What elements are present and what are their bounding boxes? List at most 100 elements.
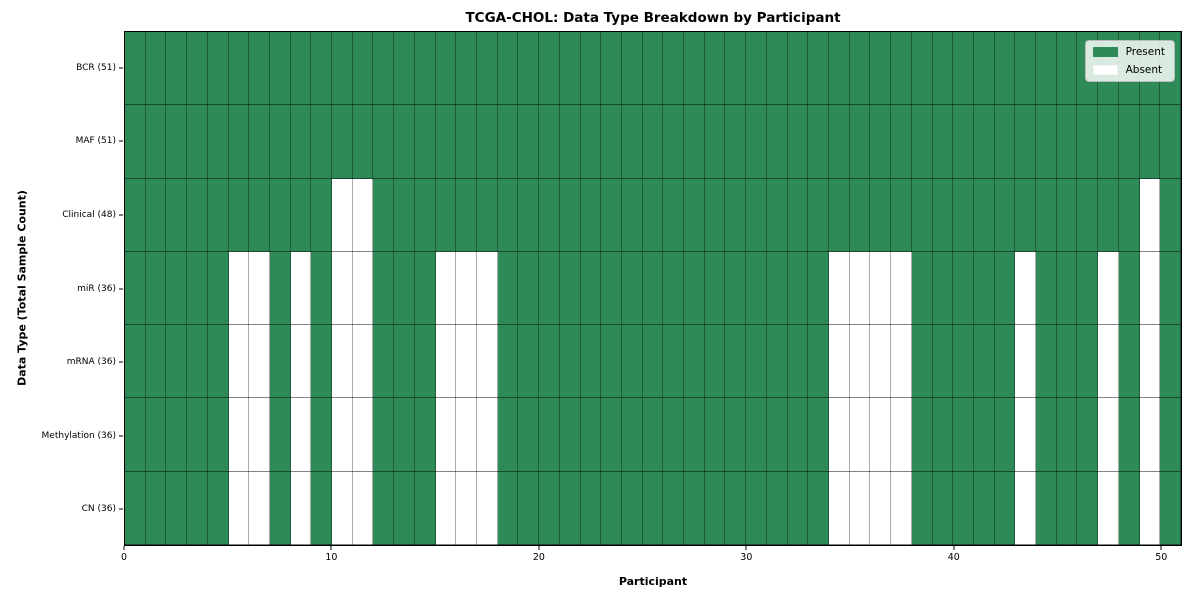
heatmap-cell	[704, 251, 726, 326]
heatmap-cell	[953, 105, 974, 179]
heatmap-cell	[849, 178, 871, 252]
heatmap-cell	[1098, 251, 1119, 326]
heatmap-cell	[539, 32, 560, 106]
y-tick-label: BCR (51)	[76, 62, 116, 73]
heatmap-cell	[187, 471, 208, 545]
heatmap-cell	[228, 398, 250, 472]
heatmap-cell	[145, 251, 167, 326]
heatmap-cell	[704, 178, 726, 252]
heatmap-cell	[1139, 251, 1161, 326]
heatmap-cell	[973, 325, 995, 399]
heatmap-cell	[1139, 325, 1161, 399]
heatmap-cell	[829, 471, 850, 545]
heatmap-cell	[849, 251, 871, 326]
heatmap-cell	[787, 471, 809, 545]
heatmap-cell	[394, 471, 415, 545]
heatmap-cell	[1036, 471, 1057, 545]
heatmap-cell	[332, 178, 353, 252]
heatmap-cell	[166, 398, 188, 472]
heatmap-cell	[953, 32, 974, 106]
heatmap-cell	[166, 178, 188, 252]
heatmap-cell	[456, 178, 477, 252]
heatmap-cell	[663, 325, 685, 399]
heatmap-cell	[559, 32, 581, 106]
heatmap-cell	[207, 178, 229, 252]
heatmap-cell	[311, 398, 333, 472]
heatmap-cell	[642, 471, 664, 545]
heatmap-cell	[1077, 471, 1099, 545]
heatmap-cell	[352, 32, 374, 106]
heatmap-cell	[870, 32, 892, 106]
heatmap-cell	[746, 471, 767, 545]
heatmap-cell	[829, 398, 850, 472]
heatmap-cell	[891, 398, 912, 472]
heatmap-cell	[187, 398, 208, 472]
heatmap-cell	[332, 325, 353, 399]
heatmap-cell	[187, 32, 208, 106]
heatmap-cell	[994, 325, 1016, 399]
heatmap-cell	[1036, 325, 1057, 399]
heatmap-cell	[518, 178, 540, 252]
heatmap-cell	[539, 105, 560, 179]
heatmap-cell	[125, 178, 146, 252]
heatmap-cell	[125, 251, 146, 326]
heatmap-cell	[621, 398, 643, 472]
heatmap-cell	[766, 398, 788, 472]
heatmap-cell	[994, 178, 1016, 252]
heatmap-cell	[539, 325, 560, 399]
heatmap-cell	[352, 178, 374, 252]
heatmap-cell	[829, 32, 850, 106]
heatmap-cell	[870, 178, 892, 252]
heatmap-cell	[249, 398, 270, 472]
heatmap-cell	[207, 471, 229, 545]
heatmap-cell	[1015, 325, 1037, 399]
heatmap-cell	[580, 325, 602, 399]
heatmap-cell	[125, 105, 146, 179]
heatmap-cell	[456, 105, 477, 179]
x-tick-mark	[1160, 546, 1162, 550]
heatmap-cell	[704, 398, 726, 472]
heatmap-cell	[394, 32, 415, 106]
heatmap-cell	[539, 471, 560, 545]
heatmap-cell	[911, 325, 933, 399]
heatmap-cell	[642, 325, 664, 399]
heatmap-cell	[518, 32, 540, 106]
heatmap-cell	[621, 251, 643, 326]
heatmap-cell	[249, 471, 270, 545]
heatmap-cell	[829, 251, 850, 326]
heatmap-cell	[228, 251, 250, 326]
heatmap-cell	[684, 325, 705, 399]
heatmap-cell	[891, 178, 912, 252]
heatmap-cell	[953, 398, 974, 472]
heatmap-cell	[994, 471, 1016, 545]
heatmap-cell	[1056, 32, 1078, 106]
x-tick-mark	[745, 546, 747, 550]
heatmap-cell	[559, 105, 581, 179]
x-tick-mark	[953, 546, 955, 550]
heatmap-cell	[580, 105, 602, 179]
heatmap-cell	[435, 251, 457, 326]
heatmap-cell	[580, 178, 602, 252]
heatmap-cell	[166, 251, 188, 326]
heatmap-cell	[1118, 325, 1140, 399]
heatmap-cell	[1036, 398, 1057, 472]
heatmap-cell	[414, 251, 436, 326]
heatmap-cell	[559, 471, 581, 545]
heatmap-cell	[435, 398, 457, 472]
heatmap-cell	[125, 32, 146, 106]
y-tick-mark	[119, 361, 123, 363]
heatmap-cell	[435, 178, 457, 252]
heatmap-cell	[994, 251, 1016, 326]
legend-swatch-present	[1092, 47, 1118, 58]
heatmap-cell	[766, 251, 788, 326]
heatmap-cell	[539, 398, 560, 472]
heatmap-cell	[1160, 325, 1181, 399]
heatmap-cell	[290, 325, 312, 399]
heatmap-cell	[269, 471, 291, 545]
heatmap-cell	[1139, 398, 1161, 472]
heatmap-cell	[269, 32, 291, 106]
heatmap-cell	[311, 32, 333, 106]
heatmap-cell	[518, 471, 540, 545]
heatmap-cell	[456, 398, 477, 472]
legend-label-absent: Absent	[1125, 63, 1163, 76]
